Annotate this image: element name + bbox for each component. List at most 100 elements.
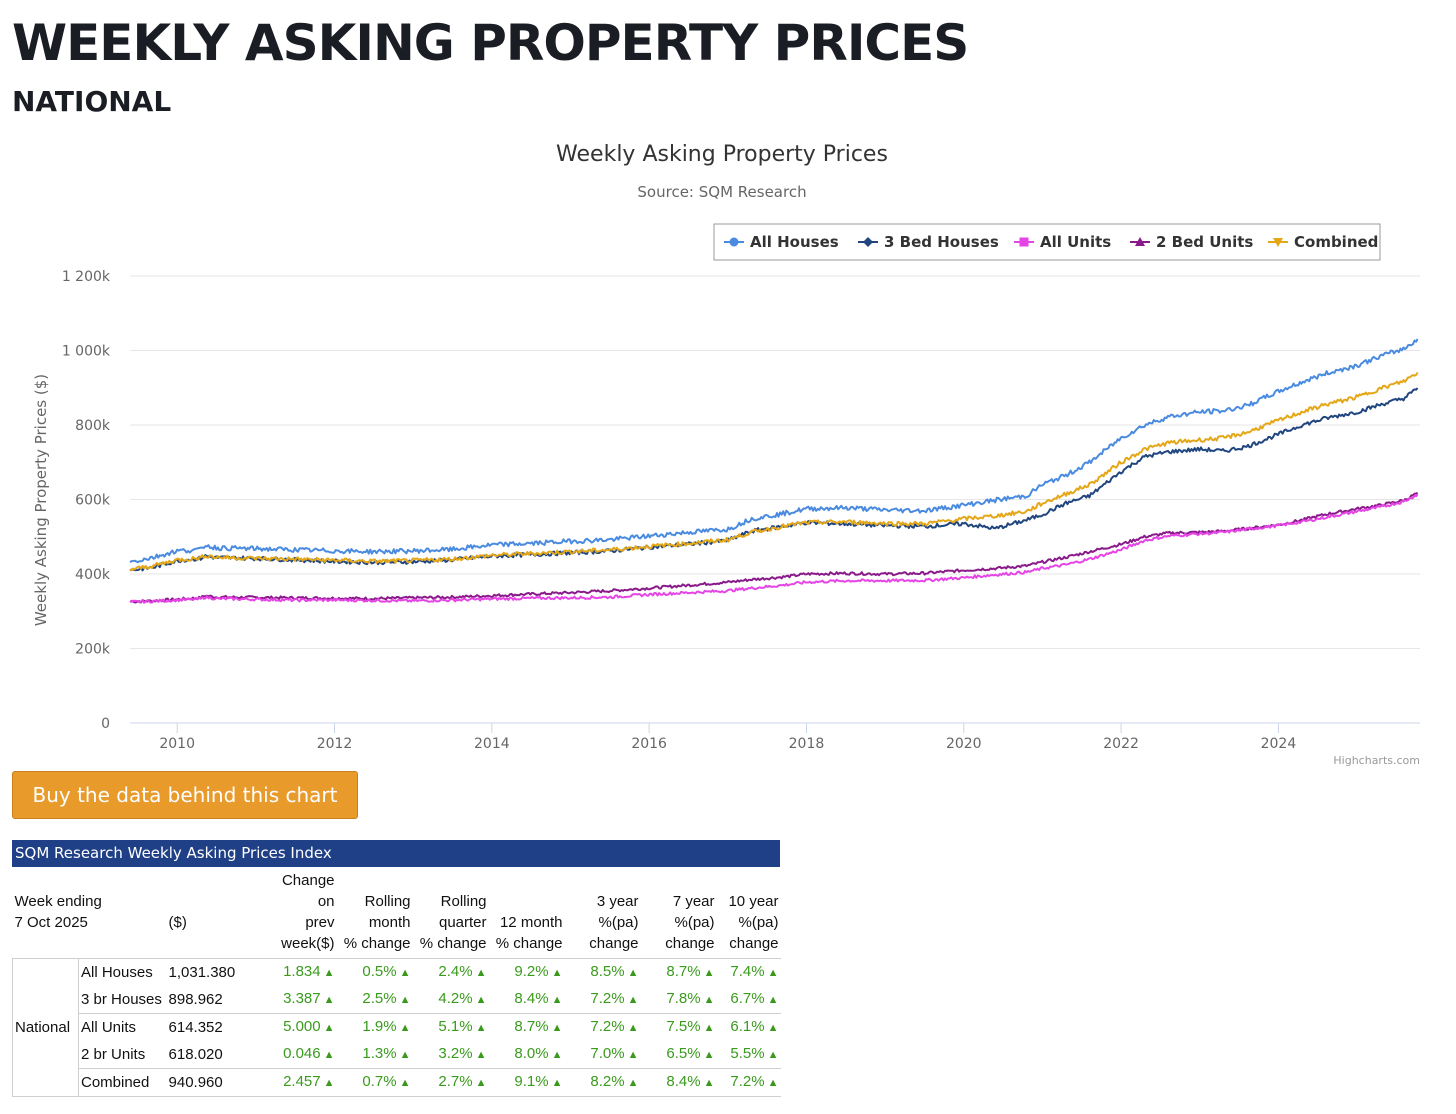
page-subheading: NATIONAL (12, 85, 172, 118)
row-type: All Houses (81, 963, 153, 981)
row-10year-change: 6.1% ▲ (730, 1018, 779, 1035)
up-arrow-icon: ▲ (551, 1022, 563, 1034)
x-tick-label: 2020 (946, 736, 982, 752)
row-7year-change: 7.8% ▲ (640, 986, 717, 1014)
x-tick-label: 2012 (317, 736, 353, 752)
table-row: 3 br Houses 898.962 3.387 ▲ 2.5% ▲ 4.2% ▲ 8… (13, 986, 781, 1014)
legend-label[interactable]: 2 Bed Units (1156, 233, 1253, 251)
row-3year-change: 8.2% ▲ (564, 1068, 641, 1097)
chart-legend: All Houses 3 Bed Houses All Units 2 Bed Uni… (713, 223, 1381, 261)
row-7year-change: 6.5% ▲ (640, 1041, 717, 1069)
header-7year-change: 7 year %(pa) change (665, 893, 715, 952)
row-3year-change: 7.2% ▲ (564, 986, 641, 1014)
row-quarter-change: 3.2% ▲ (412, 1041, 489, 1069)
chart-subtitle: Source: SQM Research (637, 183, 806, 201)
up-arrow-icon: ▲ (399, 967, 411, 979)
up-arrow-icon: ▲ (627, 1049, 639, 1061)
row-3year-change: 7.2% ▲ (590, 1018, 639, 1035)
x-tick-label: 2024 (1261, 736, 1297, 752)
up-arrow-icon: ▲ (399, 1077, 411, 1089)
up-arrow-icon: ▲ (475, 1077, 487, 1089)
row-week-change: 2.457 ▲ (262, 1068, 337, 1097)
up-arrow-icon: ▲ (767, 994, 779, 1006)
row-month-change: 0.7% ▲ (336, 1068, 413, 1097)
legend-label[interactable]: All Units (1040, 233, 1111, 251)
header-price: ($) (168, 914, 187, 931)
diamond-marker-icon (863, 237, 873, 247)
row-quarter-change: 5.1% ▲ (438, 1018, 487, 1035)
up-arrow-icon: ▲ (475, 994, 487, 1006)
row-price: 1,031.380 (168, 963, 236, 981)
up-arrow-icon: ▲ (323, 967, 335, 979)
up-arrow-icon: ▲ (703, 967, 715, 979)
up-arrow-icon: ▲ (703, 1077, 715, 1089)
up-arrow-icon: ▲ (551, 1049, 563, 1061)
table-row: 2 br Units 618.020 0.046 ▲ 1.3% ▲ 3.2% ▲ 8.… (13, 1041, 781, 1069)
row-month-change: 0.5% ▲ (362, 963, 411, 980)
x-tick-label: 2016 (631, 736, 667, 752)
row-week-change: 0.046 ▲ (262, 1041, 337, 1069)
buy-data-button[interactable]: Buy the data behind this chart (12, 771, 358, 819)
header-week-ending: Week ending 7 Oct 2025 (14, 893, 102, 931)
row-10year-change: 7.2% ▲ (716, 1068, 781, 1097)
table-row: National All Houses 1,031.380 1.834 ▲ 0.5… (12, 958, 781, 1097)
price-chart: Weekly Asking Property Prices Source: SQ… (32, 142, 1420, 767)
row-price: 898.962 (166, 986, 263, 1014)
row-3year-change: 8.5% ▲ (590, 963, 639, 980)
up-arrow-icon: ▲ (323, 1077, 335, 1089)
header-month-change: Rolling month% change (343, 893, 411, 952)
row-price: 940.960 (166, 1068, 263, 1097)
row-year-change: 8.7% ▲ (514, 1018, 563, 1035)
region-cell: National (12, 958, 79, 1097)
legend-label[interactable]: 3 Bed Houses (884, 233, 999, 251)
triangle-marker-icon (1135, 237, 1145, 246)
x-tick-label: 2014 (474, 736, 510, 752)
y-tick-label: 400k (75, 567, 111, 583)
row-year-change: 9.2% ▲ (514, 963, 563, 980)
y-tick-label: 200k (75, 642, 111, 658)
y-tick-label: 600k (75, 493, 111, 509)
row-quarter-change: 4.2% ▲ (412, 986, 489, 1014)
row-week-change: 1.834 ▲ (283, 963, 335, 980)
row-price: 618.020 (166, 1041, 263, 1069)
up-arrow-icon: ▲ (475, 1022, 487, 1034)
legend-label[interactable]: Combined (1294, 233, 1378, 251)
up-arrow-icon: ▲ (551, 967, 563, 979)
up-arrow-icon: ▲ (703, 994, 715, 1006)
header-10year-change: 10 year %(pa) change (728, 893, 779, 952)
series-line-all-houses (129, 338, 1419, 564)
up-arrow-icon: ▲ (475, 967, 487, 979)
header-quarter-change: Rolling quarter% change (419, 893, 487, 952)
up-arrow-icon: ▲ (399, 1022, 411, 1034)
up-arrow-icon: ▲ (475, 1049, 487, 1061)
up-arrow-icon: ▲ (767, 1022, 779, 1034)
up-arrow-icon: ▲ (627, 994, 639, 1006)
table-row: Combined 940.960 2.457 ▲ 0.7% ▲ 2.7% ▲ 9.1%… (13, 1068, 781, 1097)
row-quarter-change: 2.4% ▲ (438, 963, 487, 980)
x-tick-label: 2022 (1103, 736, 1139, 752)
row-type: All Units (81, 1018, 137, 1036)
row-type: 3 br Houses (78, 986, 167, 1014)
series-line-3-bed-houses (129, 387, 1419, 572)
up-arrow-icon: ▲ (703, 1049, 715, 1061)
up-arrow-icon: ▲ (399, 994, 411, 1006)
y-tick-label: 800k (75, 418, 111, 434)
circle-marker-icon (729, 237, 739, 247)
legend-label[interactable]: All Houses (750, 233, 839, 251)
header-3year-change: 3 year %(pa) change (589, 893, 639, 952)
up-arrow-icon: ▲ (627, 1022, 639, 1034)
table-header-row: Week ending 7 Oct 2025 ($) Change on prev we… (12, 867, 781, 959)
chart-title: Weekly Asking Property Prices (556, 142, 888, 167)
up-arrow-icon: ▲ (399, 1049, 411, 1061)
row-quarter-change: 2.7% ▲ (412, 1068, 489, 1097)
up-arrow-icon: ▲ (627, 1077, 639, 1089)
chart-credit[interactable]: Highcharts.com (1333, 754, 1420, 767)
row-10year-change: 7.4% ▲ (730, 963, 779, 980)
row-week-change: 3.387 ▲ (262, 986, 337, 1014)
series-line-all-units (129, 493, 1419, 604)
row-year-change: 8.4% ▲ (488, 986, 565, 1014)
series-line-combined (129, 371, 1419, 572)
y-tick-label: 1 000k (62, 344, 111, 360)
y-tick-label: 0 (101, 716, 110, 732)
up-arrow-icon: ▲ (767, 967, 779, 979)
